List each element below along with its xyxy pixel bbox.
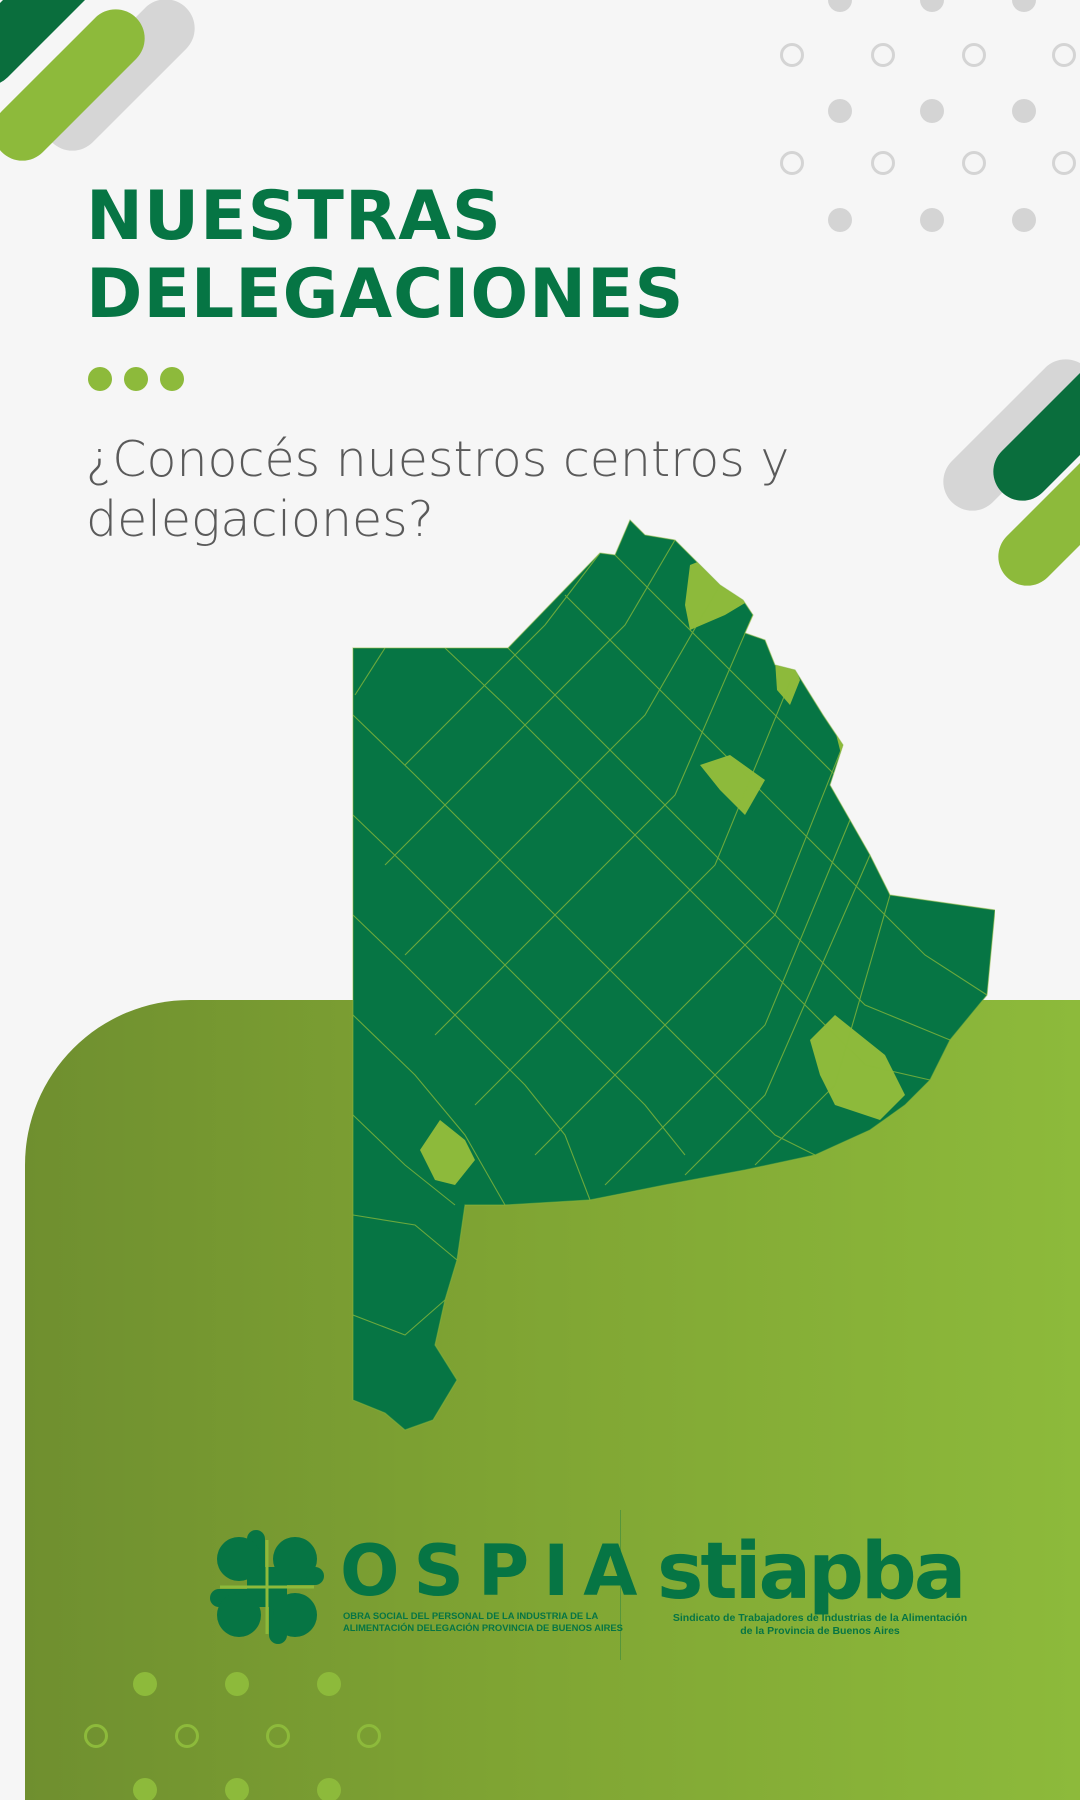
- subtitle-line-1: ¿Conocés nuestros centros y: [86, 431, 790, 488]
- decor-dot-pattern-top: [0, 0, 1080, 260]
- page-subtitle: ¿Conocés nuestros centros y delegaciones…: [86, 430, 866, 550]
- district-borders: [353, 539, 988, 1336]
- ellipsis-decor: [88, 367, 184, 391]
- ospia-logo-text: OSPIA: [340, 1530, 652, 1612]
- title-line-1: NUESTRAS: [86, 177, 502, 256]
- decor-dot-pattern-bottom: [0, 1660, 420, 1800]
- subtitle-line-2: delegaciones?: [86, 491, 434, 548]
- page-title: NUESTRAS DELEGACIONES: [86, 178, 684, 334]
- buenos-aires-map: [352, 519, 995, 1431]
- logos-row: OSPIA OBRA SOCIAL DEL PERSONAL DE LA IND…: [210, 1510, 970, 1660]
- stiapba-logo-subtitle: Sindicato de Trabajadores de Industrias …: [672, 1612, 968, 1637]
- logo-separator: [620, 1510, 621, 1660]
- title-line-2: DELEGACIONES: [86, 255, 685, 334]
- ospia-logo-subtitle: OBRA SOCIAL DEL PERSONAL DE LA INDUSTRIA…: [343, 1610, 623, 1633]
- stiapba-logo-text: stiapba: [657, 1527, 966, 1617]
- ospia-logo-mark-icon: [210, 1530, 324, 1644]
